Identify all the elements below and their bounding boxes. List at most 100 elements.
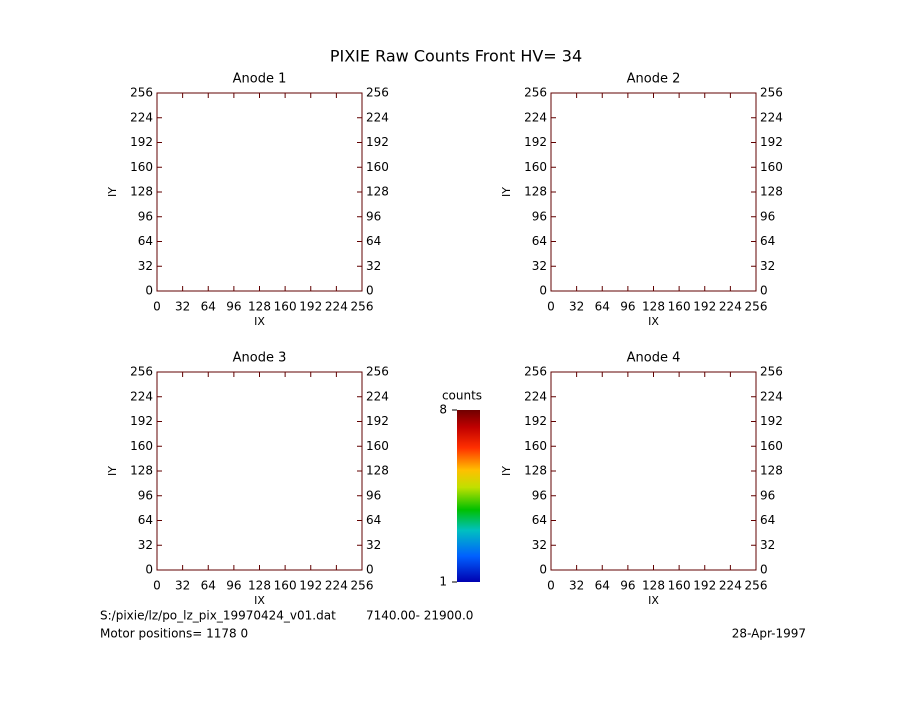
y2-tick-label: 256 — [760, 86, 783, 100]
y2-tick-label: 32 — [366, 538, 381, 552]
colorbar-tick-label: 8 — [439, 403, 447, 417]
y-tick-label: 128 — [130, 185, 153, 199]
y-tick-label: 64 — [532, 513, 547, 527]
y-tick-label: 256 — [524, 86, 547, 100]
footer-file: S:/pixie/lz/po_lz_pix_19970424_v01.dat — [100, 609, 336, 623]
x-tick-label: 96 — [620, 579, 635, 593]
y-tick-label: 32 — [532, 259, 547, 273]
y2-tick-label: 128 — [366, 185, 389, 199]
x-tick-label: 128 — [248, 300, 271, 314]
y-tick-label: 256 — [130, 365, 153, 379]
y2-tick-label: 64 — [366, 234, 381, 248]
x-axis-label: IX — [254, 594, 265, 607]
y2-tick-label: 0 — [760, 284, 768, 298]
y-tick-label: 224 — [524, 110, 547, 124]
y2-tick-label: 160 — [760, 160, 783, 174]
x-tick-label: 32 — [175, 579, 190, 593]
y2-tick-label: 96 — [366, 209, 381, 223]
x-axis-label: IX — [648, 315, 659, 328]
x-tick-label: 160 — [274, 579, 297, 593]
y-axis-label: IY — [500, 466, 513, 476]
y-tick-label: 160 — [130, 439, 153, 453]
y-tick-label: 64 — [138, 513, 153, 527]
y2-tick-label: 0 — [366, 563, 374, 577]
y-tick-label: 192 — [524, 135, 547, 149]
y2-tick-label: 128 — [760, 464, 783, 478]
x-tick-label: 64 — [595, 579, 610, 593]
y-tick-label: 64 — [138, 234, 153, 248]
colorbar-label: counts — [442, 389, 482, 403]
y-tick-label: 32 — [138, 538, 153, 552]
x-tick-label: 0 — [547, 579, 555, 593]
x-tick-label: 224 — [325, 579, 348, 593]
y2-tick-label: 64 — [366, 513, 381, 527]
y2-tick-label: 192 — [366, 414, 389, 428]
x-tick-label: 192 — [299, 579, 322, 593]
y-tick-label: 0 — [539, 563, 547, 577]
y2-tick-label: 128 — [366, 464, 389, 478]
y2-tick-label: 192 — [366, 135, 389, 149]
colorbar-tick-label: 1 — [439, 575, 447, 589]
y-tick-label: 128 — [524, 185, 547, 199]
x-tick-label: 224 — [719, 579, 742, 593]
footer-date: 28-Apr-1997 — [732, 627, 806, 641]
y2-tick-label: 192 — [760, 414, 783, 428]
y-tick-label: 128 — [130, 464, 153, 478]
y-tick-label: 224 — [130, 110, 153, 124]
x-tick-label: 64 — [595, 300, 610, 314]
y2-tick-label: 0 — [366, 284, 374, 298]
y2-tick-label: 160 — [760, 439, 783, 453]
y2-tick-label: 32 — [760, 538, 775, 552]
x-tick-label: 32 — [569, 579, 584, 593]
y-tick-label: 0 — [145, 284, 153, 298]
x-tick-label: 192 — [693, 300, 716, 314]
y2-tick-label: 64 — [760, 513, 775, 527]
y-tick-label: 96 — [138, 488, 153, 502]
x-tick-label: 0 — [153, 300, 161, 314]
x-tick-label: 224 — [719, 300, 742, 314]
x-tick-label: 96 — [620, 300, 635, 314]
y2-tick-label: 256 — [366, 365, 389, 379]
y-tick-label: 96 — [532, 488, 547, 502]
y2-tick-label: 224 — [366, 110, 389, 124]
x-tick-label: 256 — [745, 300, 768, 314]
y2-tick-label: 256 — [760, 365, 783, 379]
y2-tick-label: 256 — [366, 86, 389, 100]
y2-tick-label: 96 — [760, 488, 775, 502]
y-tick-label: 32 — [532, 538, 547, 552]
x-axis-label: IX — [648, 594, 659, 607]
y-tick-label: 96 — [138, 209, 153, 223]
x-axis-label: IX — [254, 315, 265, 328]
x-tick-label: 256 — [745, 579, 768, 593]
plot-frame — [550, 92, 757, 292]
panel-title: Anode 1 — [233, 72, 287, 87]
x-tick-label: 256 — [351, 579, 374, 593]
x-tick-label: 128 — [248, 579, 271, 593]
y-tick-label: 32 — [138, 259, 153, 273]
x-tick-label: 32 — [569, 300, 584, 314]
x-tick-label: 192 — [299, 300, 322, 314]
x-tick-label: 160 — [274, 300, 297, 314]
x-tick-label: 96 — [226, 579, 241, 593]
x-tick-label: 192 — [693, 579, 716, 593]
y2-tick-label: 128 — [760, 185, 783, 199]
figure-title: PIXIE Raw Counts Front HV= 34 — [330, 47, 582, 66]
plot-frame — [156, 92, 363, 292]
y-tick-label: 0 — [145, 563, 153, 577]
y-tick-label: 160 — [130, 160, 153, 174]
y-tick-label: 128 — [524, 464, 547, 478]
footer-range: 7140.00- 21900.0 — [366, 609, 473, 623]
y2-tick-label: 192 — [760, 135, 783, 149]
y-tick-label: 0 — [539, 284, 547, 298]
y-tick-label: 224 — [130, 389, 153, 403]
panel-title: Anode 4 — [627, 351, 681, 366]
x-tick-label: 32 — [175, 300, 190, 314]
y2-tick-label: 64 — [760, 234, 775, 248]
y2-tick-label: 0 — [760, 563, 768, 577]
y-tick-label: 224 — [524, 389, 547, 403]
x-tick-label: 0 — [547, 300, 555, 314]
y-tick-label: 192 — [130, 135, 153, 149]
y2-tick-label: 96 — [760, 209, 775, 223]
plot-frame — [156, 371, 363, 571]
